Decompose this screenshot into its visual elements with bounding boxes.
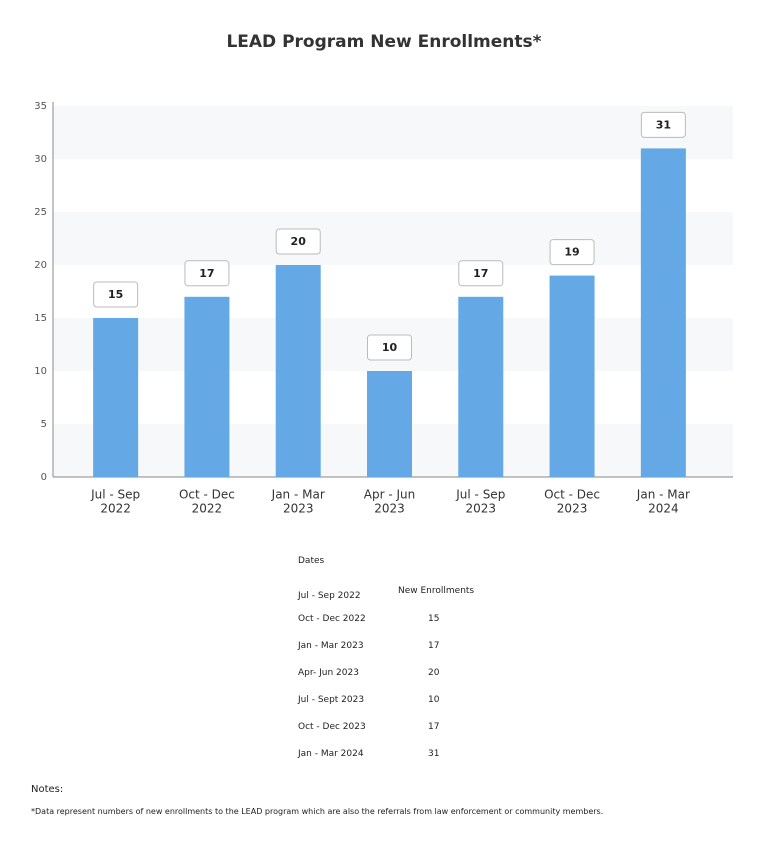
x-tick-label: 2023 (283, 502, 314, 516)
y-tick-label: 15 (34, 313, 47, 324)
y-tick-label: 35 (34, 101, 47, 112)
table-cell: Jul - Sept 2023 (298, 695, 365, 705)
data-label-box (93, 281, 139, 308)
bar (275, 265, 321, 477)
x-tick-label: Oct - Dec (544, 488, 600, 502)
table-cell: 17 (428, 722, 440, 732)
grid-band (53, 212, 733, 265)
notes-text: *Data represent numbers of new enrollmen… (31, 807, 604, 816)
x-tick-label: 2024 (648, 502, 679, 516)
y-tick-label: 5 (41, 419, 47, 430)
data-label: 17 (199, 267, 214, 280)
data-label: 19 (564, 246, 579, 259)
chart: LEAD Program New Enrollments* 0 5 10 15 20 25… (34, 32, 733, 516)
x-tick-label: Oct - Dec (179, 488, 235, 502)
y-tick-label: 10 (34, 366, 47, 377)
notes-title: Notes: (31, 784, 64, 795)
data-label: 10 (382, 341, 398, 354)
table-cell: 15 (428, 614, 440, 624)
bar (93, 318, 139, 477)
table-cell: Jan - Mar 2024 (298, 749, 364, 759)
table-cell: Jul - Sep 2022 (298, 591, 361, 601)
x-tick-label: 2023 (466, 502, 497, 516)
data-label: 17 (473, 267, 488, 280)
bar (458, 296, 504, 477)
x-tick-label: 2023 (557, 502, 588, 516)
data-label-box (275, 228, 321, 255)
x-tick-label: Jan - Mar (271, 488, 325, 502)
y-tick-label: 25 (34, 207, 47, 218)
x-tick-label: Jul - Sep (90, 488, 140, 502)
bar (184, 296, 230, 477)
table-cell: 17 (428, 641, 440, 651)
y-tick-label: 30 (34, 154, 47, 165)
data-label-box (549, 239, 595, 266)
chart-title: LEAD Program New Enrollments* (226, 32, 541, 52)
bar (640, 148, 686, 477)
x-tick-label: 2022 (192, 502, 223, 516)
table-cell: Oct - Dec 2022 (298, 614, 366, 624)
bar (549, 275, 595, 477)
x-tick-label: Apr - Jun (364, 488, 415, 502)
bar (367, 371, 412, 477)
data-label-box (367, 334, 412, 361)
data-label-box (458, 260, 504, 287)
table-cell: Dates (298, 556, 325, 566)
data-label-box (640, 111, 686, 138)
table-cell: 20 (428, 668, 440, 678)
data-label: 31 (656, 118, 671, 131)
data-label-box (184, 260, 230, 287)
table-cell: 31 (428, 749, 440, 759)
y-tick-label: 0 (41, 472, 47, 483)
x-tick-label: Jan - Mar (636, 488, 690, 502)
table-cell: 10 (428, 695, 440, 705)
data-label: 20 (291, 235, 307, 248)
table-cell: Oct - Dec 2023 (298, 722, 366, 732)
x-tick-label: 2023 (374, 502, 405, 516)
x-tick-label: Jul - Sep (455, 488, 505, 502)
grid-band (53, 106, 733, 159)
table-cell: New Enrollments (398, 586, 475, 596)
table-cell: Apr- Jun 2023 (298, 668, 359, 678)
x-tick-label: 2022 (100, 502, 131, 516)
y-tick-label: 20 (34, 260, 47, 271)
data-label: 15 (108, 288, 123, 301)
table-cell: Jan - Mar 2023 (298, 641, 364, 651)
